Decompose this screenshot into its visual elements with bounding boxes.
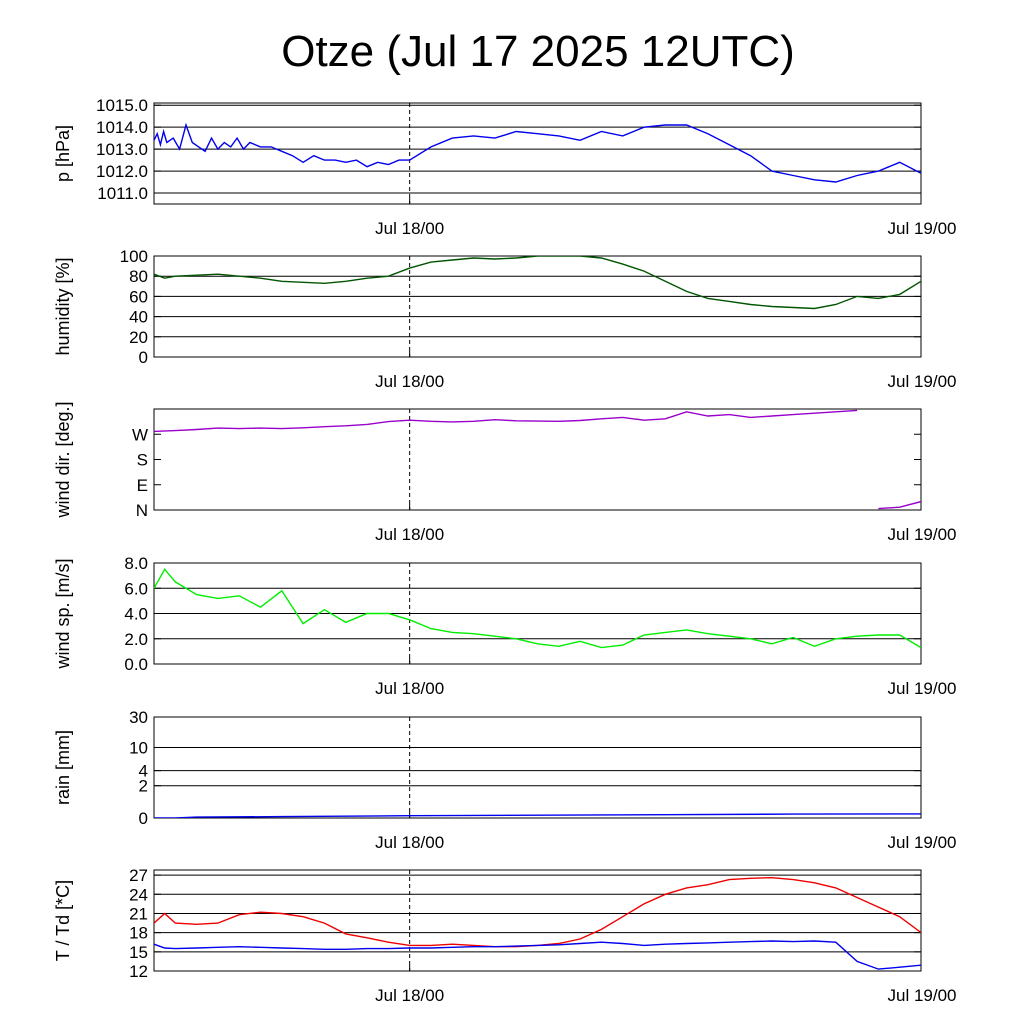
y-tick-label: 2 [139, 777, 148, 796]
y-tick-label: 20 [129, 328, 148, 347]
series-line-2 [154, 940, 921, 970]
series-line-1 [154, 409, 921, 510]
y-tick-label: 27 [129, 866, 148, 885]
panel-5: 30 10 42 0 Jul 18/00 Jul 19/00 rain [mm] [53, 708, 957, 852]
x-tick-label: Jul 19/00 [888, 833, 957, 852]
panel-frame [153, 408, 922, 511]
series-line-1 [154, 876, 921, 948]
y-tick-label: 100 [120, 247, 148, 266]
y-tick-label: 0.0 [124, 655, 148, 674]
y-tick-label: 8.0 [124, 554, 148, 573]
x-tick-label: Jul 18/00 [375, 372, 444, 391]
x-tick-label: Jul 19/00 [888, 219, 957, 238]
y-tick-label: 80 [129, 267, 148, 286]
panel-frame [153, 716, 922, 819]
y-tick-label: E [137, 476, 148, 495]
y-axis-label: T / Td [*C] [53, 880, 73, 961]
x-tick-label: Jul 18/00 [375, 833, 444, 852]
y-tick-label: 0 [139, 348, 148, 367]
x-tick-label: Jul 19/00 [888, 525, 957, 544]
y-tick-label: 1011.0 [97, 184, 148, 203]
y-tick-label: 40 [129, 308, 148, 327]
y-tick-label: S [137, 451, 148, 470]
panels: 1015.0 1014.0 1013.0 1012.0 1011.0 Jul 18/00 J… [53, 96, 957, 1005]
y-tick-label: 0 [139, 809, 148, 828]
x-tick-label: Jul 19/00 [888, 986, 957, 1005]
y-tick-label: 12 [129, 962, 148, 981]
y-tick-label: 1014.0 [96, 118, 148, 137]
y-tick-label: 30 [129, 708, 148, 727]
y-tick-label: N [136, 501, 148, 520]
x-tick-label: Jul 18/00 [375, 986, 444, 1005]
panel-4: 8.0 6.0 4.0 2.0 0.0 Jul 18/00 Jul 19/00 wind sp… [53, 554, 957, 698]
panel-1: 1015.0 1014.0 1013.0 1012.0 1011.0 Jul 18/00 J… [53, 96, 957, 238]
y-axis-label: rain [mm] [53, 730, 73, 805]
y-tick-label: 4.0 [124, 605, 148, 624]
x-tick-label: Jul 19/00 [888, 679, 957, 698]
y-tick-label: 6.0 [124, 579, 148, 598]
y-tick-label: W [132, 425, 148, 444]
series-line-1 [154, 813, 921, 818]
panel-frame [153, 102, 922, 205]
y-tick-label: 60 [129, 287, 148, 306]
y-tick-label: 1015.0 [96, 96, 148, 115]
x-tick-label: Jul 18/00 [375, 525, 444, 544]
chart-title: Otze (Jul 17 2025 12UTC) [281, 27, 795, 76]
y-tick-label: 15 [129, 943, 148, 962]
y-tick-label: 18 [129, 924, 148, 943]
x-tick-label: Jul 18/00 [375, 679, 444, 698]
y-tick-label: 4 [139, 762, 148, 781]
series-line-1 [154, 256, 921, 310]
y-axis-label: wind dir. [deg.] [53, 401, 73, 518]
y-axis-label: humidity [%] [53, 257, 73, 355]
panel-frame [153, 869, 922, 972]
y-axis-label: wind sp. [m/s] [53, 558, 73, 669]
y-tick-label: 21 [129, 904, 148, 923]
panel-frame [153, 255, 922, 358]
y-tick-label: 1012.0 [96, 162, 148, 181]
y-tick-label: 2.0 [124, 630, 148, 649]
x-tick-label: Jul 19/00 [888, 372, 957, 391]
y-axis-label: p [hPa] [53, 125, 73, 182]
series-line-1 [154, 122, 921, 183]
x-tick-label: Jul 18/00 [375, 219, 444, 238]
y-tick-label: 24 [129, 885, 148, 904]
y-tick-label: 1013.0 [96, 140, 148, 159]
y-tick-label: 10 [129, 738, 148, 757]
series-line-1 [154, 568, 921, 649]
